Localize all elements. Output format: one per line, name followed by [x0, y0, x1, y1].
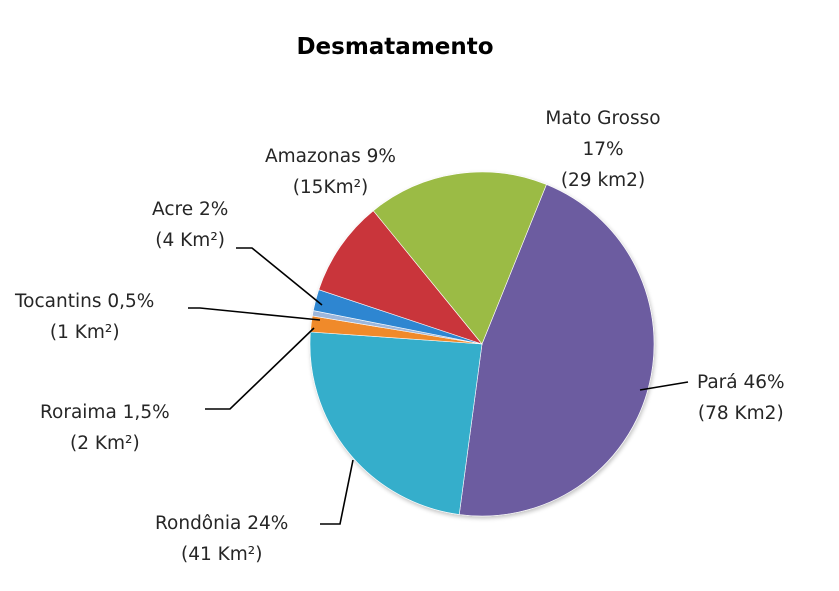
leader-line-para — [639, 381, 689, 391]
data-label-acre: Acre 2% (4 Km²) — [152, 199, 228, 251]
data-label-line: (1 Km²) — [50, 322, 120, 343]
data-label-rondonia: Rondônia 24% (41 Km²) — [155, 513, 288, 565]
data-label-line: (15Km²) — [293, 177, 369, 198]
chart-title: Desmatamento — [296, 34, 493, 60]
leader-lines — [188, 247, 689, 525]
leader-line-tocantins — [188, 307, 321, 321]
leader-line-roraima — [205, 327, 315, 410]
pie-slice-mato-grosso — [372, 171, 547, 345]
data-label-line: Roraima 1,5% — [40, 402, 170, 423]
data-label-amazonas: Amazonas 9% (15Km²) — [265, 146, 396, 198]
data-label-line: Pará 46% — [697, 372, 785, 393]
data-label-roraima: Roraima 1,5% (2 Km²) — [40, 402, 170, 454]
data-label-line: (78 Km2) — [698, 403, 784, 424]
data-label-para: Pará 46% (78 Km2) — [697, 372, 785, 424]
data-label-line: (4 Km²) — [155, 230, 225, 251]
pie-slice-amazonas — [318, 210, 483, 345]
data-label-line: (29 km2) — [561, 170, 645, 191]
data-label-mato-grosso: Mato Grosso 17% (29 km2) — [545, 108, 660, 191]
data-label-line: (41 Km²) — [181, 544, 262, 565]
data-label-line: Rondônia 24% — [155, 513, 288, 534]
slice-labels: Pará 46% (78 Km2) Rondônia 24% (41 Km²) Rora… — [14, 108, 785, 565]
data-label-line: (2 Km²) — [70, 433, 140, 454]
data-label-line: Acre 2% — [152, 199, 228, 220]
leader-line-rondonia — [320, 459, 354, 525]
data-label-line: 17% — [582, 139, 623, 160]
data-label-line: Mato Grosso — [545, 108, 660, 129]
pie-slices — [309, 171, 655, 517]
data-label-line: Tocantins 0,5% — [14, 291, 154, 312]
pie-slice-rondonia — [309, 331, 483, 515]
data-label-tocantins: Tocantins 0,5% (1 Km²) — [14, 291, 154, 343]
data-label-line: Amazonas 9% — [265, 146, 396, 167]
leader-line-acre — [236, 247, 323, 306]
